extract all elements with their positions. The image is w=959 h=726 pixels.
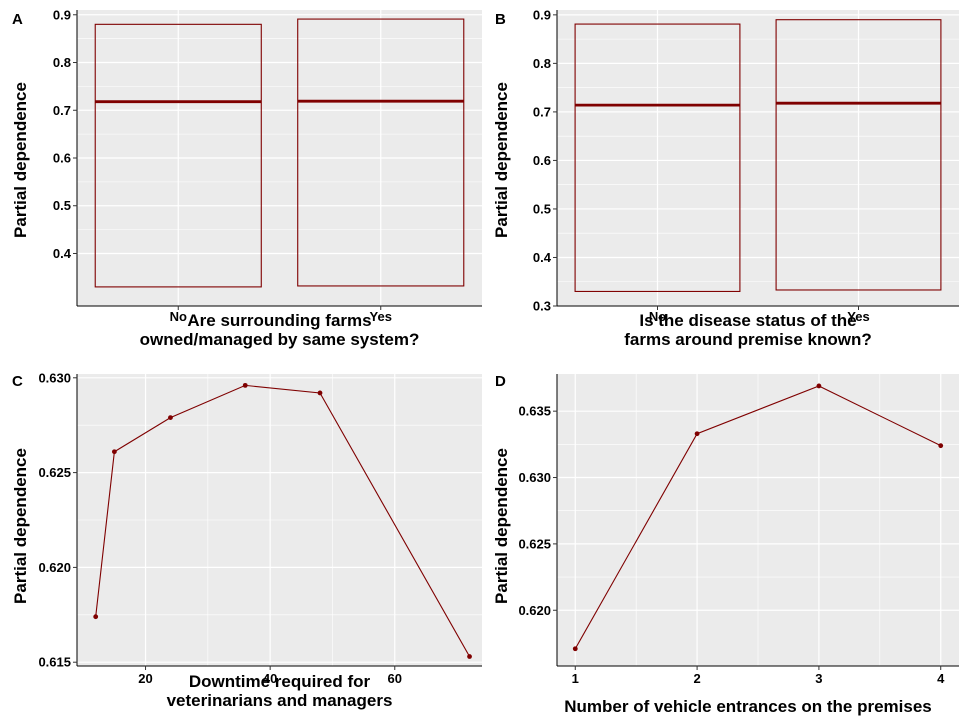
panel-a-x-axis-title: Are surrounding farms owned/managed by sa…	[140, 311, 420, 349]
y-tick-label: 0.5	[53, 198, 71, 213]
data-point	[467, 654, 472, 659]
series-line	[95, 384, 471, 657]
box-no	[94, 23, 262, 288]
data-point	[111, 449, 117, 455]
panel-a-y-axis-title: Partial dependence	[11, 82, 30, 238]
panel-d-letter: D	[495, 373, 506, 390]
x-tick-label: 1	[572, 671, 579, 686]
box-no	[574, 23, 741, 292]
x-axis-title-line: Is the disease status of the	[639, 311, 856, 330]
panel-d-plot-area: 0.620 0.625 0.630 0.635 1 2 3 4	[518, 374, 959, 686]
y-tick-label: 0.6	[533, 153, 551, 168]
y-tick-label: 0.4	[533, 250, 552, 265]
panel-d-y-axis-title: Partial dependence	[492, 448, 511, 604]
data-point	[816, 383, 822, 389]
y-tick-label: 0.3	[533, 299, 551, 314]
data-point	[168, 415, 173, 421]
y-tick-label: 0.7	[53, 103, 71, 118]
panel-b-letter: B	[495, 11, 506, 28]
panel-b-y-axis-title: Partial dependence	[492, 82, 511, 238]
x-axis-title-line: veterinarians and managers	[167, 691, 393, 710]
y-tick-label: 0.620	[518, 603, 551, 618]
x-axis-title-line: Number of vehicle entrances on the premi…	[564, 697, 932, 716]
data-point	[317, 390, 323, 396]
x-tick-label: Yes	[370, 309, 392, 324]
x-tick-label: No	[649, 309, 666, 324]
panel-d-x-axis-title: Number of vehicle entrances on the premi…	[564, 697, 932, 716]
y-tick-label: 0.6	[53, 151, 71, 166]
panel-c-plot-area: 0.615 0.620 0.625 0.630 20 40 60	[38, 370, 482, 686]
y-tick-label: 0.625	[518, 536, 551, 551]
data-point	[93, 614, 99, 620]
panel-b: B 0.3 0.4 0.5 0.6 0.7 0.8 0.9 No Yes Partial dep…	[492, 7, 959, 349]
panel-background	[557, 10, 959, 306]
y-tick-label: 0.630	[518, 470, 551, 485]
data-point	[938, 443, 944, 449]
x-tick-label: No	[170, 309, 187, 324]
x-tick-label: 40	[263, 671, 277, 686]
panel-b-x-axis-title: Is the disease status of the farms around…	[624, 311, 872, 349]
data-point	[242, 382, 248, 388]
series-line	[574, 385, 941, 650]
panel-b-plot-area: 0.3 0.4 0.5 0.6 0.7 0.8 0.9 No Yes	[533, 7, 959, 324]
x-axis-title-line: Downtime required for	[189, 672, 371, 691]
x-tick-label: 20	[138, 671, 152, 686]
panel-a-letter: A	[12, 11, 23, 28]
data-point	[572, 646, 578, 652]
y-tick-label: 0.4	[53, 246, 72, 261]
box-yes	[297, 18, 465, 287]
x-tick-label: 3	[815, 671, 822, 686]
panel-c-y-axis-title: Partial dependence	[11, 448, 30, 604]
data-point	[694, 431, 700, 437]
y-tick-label: 0.8	[533, 56, 551, 71]
y-tick-label: 0.9	[53, 7, 71, 22]
y-tick-label: 0.8	[53, 55, 71, 70]
y-tick-label: 0.7	[533, 104, 551, 119]
y-tick-label: 0.615	[38, 655, 71, 670]
x-tick-label: 4	[937, 671, 945, 686]
y-tick-label: 0.9	[533, 7, 551, 22]
panel-a-plot-area: 0.4 0.5 0.6 0.7 0.8 0.9 No Yes	[53, 7, 482, 324]
x-axis-title-line: owned/managed by same system?	[140, 330, 420, 349]
panel-c-x-axis-title: Downtime required for veterinarians and m…	[167, 672, 393, 710]
y-tick-label: 0.625	[38, 465, 71, 480]
y-tick-label: 0.5	[533, 201, 551, 216]
panel-c: C 0.615 0.620 0.625 0.630 20 40 60 Partial dep…	[11, 370, 482, 710]
x-axis-title-line: Are surrounding farms	[187, 311, 371, 330]
x-tick-label: Yes	[847, 309, 869, 324]
y-tick-label: 0.620	[38, 560, 71, 575]
panel-a: A 0.4 0.5 0.6 0.7 0.8 0.9 No Yes Partial depend…	[11, 7, 482, 349]
box-yes	[775, 19, 942, 291]
x-tick-label: 60	[388, 671, 402, 686]
x-tick-label: 2	[693, 671, 700, 686]
y-tick-label: 0.630	[38, 370, 71, 385]
panel-c-letter: C	[12, 373, 23, 390]
panel-d: D 0.620 0.625 0.630 0.635 1 2 3 4 Partial depen…	[492, 373, 959, 716]
x-axis-title-line: farms around premise known?	[624, 330, 872, 349]
y-tick-label: 0.635	[518, 404, 551, 419]
